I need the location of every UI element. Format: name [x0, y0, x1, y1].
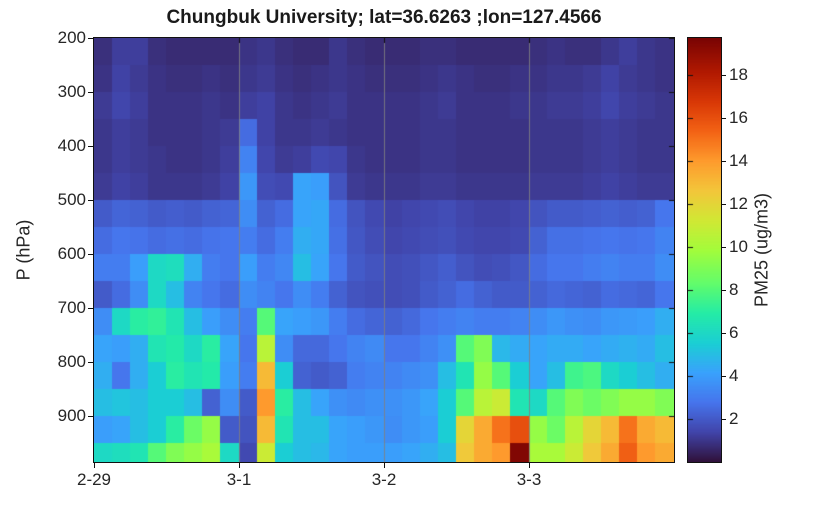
y-tick-mark [88, 92, 94, 93]
plot-axes-box [93, 37, 675, 463]
x-tick-mark [529, 463, 530, 468]
colorbar-tick-label: 8 [729, 279, 739, 299]
colorbar-tick-label: 12 [729, 193, 748, 213]
colorbar-tick-mark [722, 203, 726, 205]
colorbar-tick-label: 14 [729, 150, 748, 170]
colorbar-tick-mark [722, 418, 726, 420]
colorbar-tick-label: 6 [729, 322, 739, 342]
x-tick-mark [384, 463, 385, 468]
colorbar-tick-mark [722, 117, 726, 119]
x-tick-label: 3-3 [516, 470, 542, 489]
y-tick-mark [88, 38, 94, 39]
y-tick-mark [88, 254, 94, 256]
chart-title: Chungbuk University; lat=36.6263 ;lon=12… [166, 7, 602, 28]
colorbar-tick-mark [722, 289, 726, 291]
x-tick-label: 3-2 [371, 470, 397, 489]
y-tick-mark [88, 362, 94, 364]
y-tick-label: 400 [57, 136, 86, 156]
x-tick-mark [94, 463, 95, 468]
x-tick-label: 3-1 [226, 470, 252, 489]
colorbar-tick-label: 18 [729, 64, 748, 84]
y-tick-mark [88, 416, 94, 418]
colorbar-tick-label: 16 [729, 107, 748, 127]
y-tick-label: 900 [57, 406, 86, 426]
y-tick-label: 500 [57, 190, 86, 210]
y-tick-label: 800 [57, 352, 86, 372]
y-tick-label: 300 [57, 82, 86, 101]
y-tick-mark [88, 146, 94, 148]
x-tick-label: 2-29 [76, 470, 112, 489]
colorbar-tick-label: 2 [729, 408, 739, 428]
x-tick-mark [239, 463, 240, 468]
heatmap-plot-area [94, 38, 674, 462]
colorbar-tick-label: 10 [729, 236, 748, 256]
y-tick-label: 200 [57, 28, 86, 47]
y-tick-label: 600 [57, 244, 86, 264]
colorbar-tick-mark [722, 74, 726, 76]
colorbar-tick-mark [722, 375, 726, 377]
colorbar-box [687, 37, 722, 463]
y-tick-mark [88, 200, 94, 202]
colorbar-label: PM25 (ug/m3) [751, 192, 772, 308]
colorbar-tick-mark [722, 160, 726, 162]
y-axis-label: P (hPa) [13, 219, 34, 281]
y-tick-label: 700 [57, 298, 86, 318]
colorbar-tick-mark [722, 332, 726, 334]
colorbar-tick-label: 4 [729, 365, 739, 385]
colorbar-gradient [688, 38, 721, 462]
y-tick-mark [88, 308, 94, 310]
colorbar-tick-mark [722, 246, 726, 248]
